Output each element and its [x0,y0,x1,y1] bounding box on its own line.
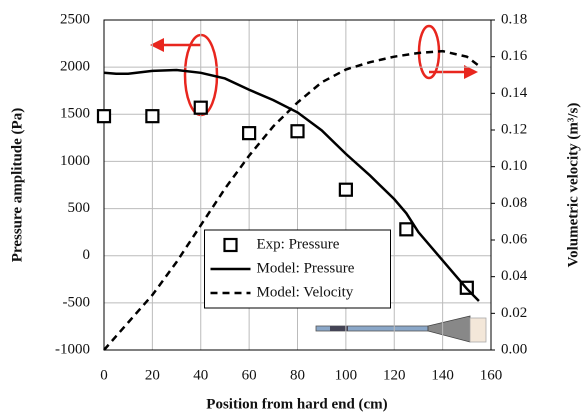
legend-label: Model: Velocity [257,284,354,300]
y2-tick-label: 0.14 [501,85,528,101]
marker [145,109,160,124]
y2-tick-label: 0.04 [501,268,528,284]
y-tick-label: 2000 [60,59,90,75]
series-line [103,68,480,302]
legend-marker [223,237,238,253]
marker [193,100,208,115]
y-tick-label: 1000 [60,153,90,169]
y2-tick-label: 0.02 [501,305,527,321]
y2-tick-label: 0.06 [501,231,528,247]
x-axis-title: Position from hard end (cm) [206,396,387,412]
y2-tick-label: 0.08 [501,195,527,211]
x-tick-label: 160 [480,367,503,383]
marker [96,109,112,124]
x-tick-label: 20 [145,367,160,383]
y-axis-title: Pressure amplitude (Pa) [9,108,25,262]
y-tick-label: 0 [83,247,91,263]
y2-tick-label: 0.10 [501,158,527,174]
y-tick-label: 2500 [60,11,90,27]
inset-tube [315,315,487,343]
marker [399,222,414,237]
x-tick-label: 60 [242,367,257,383]
y2-tick-label: 0.18 [501,11,527,27]
y2-tick-label: 0.00 [501,341,527,357]
marker [242,126,257,141]
plot-frame [103,19,492,351]
legend-label: Model: Pressure [257,260,355,276]
y2-tick-label: 0.16 [501,48,528,64]
x-tick-label: 40 [193,367,208,383]
series-line [103,49,480,351]
y-tick-label: 1500 [60,106,90,122]
x-tick-label: 80 [290,367,305,383]
marker [290,124,305,139]
y-tick-label: -1000 [55,341,90,357]
x-tick-label: 0 [100,367,108,383]
x-tick-label: 120 [383,367,406,383]
legend-label: Exp: Pressure [257,236,340,252]
y2-tick-label: 0.12 [501,121,527,137]
y2-axis-title: Volumetric velocity (m³/s) [565,103,581,268]
x-tick-label: 100 [335,367,358,383]
y-tick-label: 500 [68,200,91,216]
y-tick-label: -500 [63,294,91,310]
marker [338,182,353,197]
x-tick-label: 140 [431,367,454,383]
